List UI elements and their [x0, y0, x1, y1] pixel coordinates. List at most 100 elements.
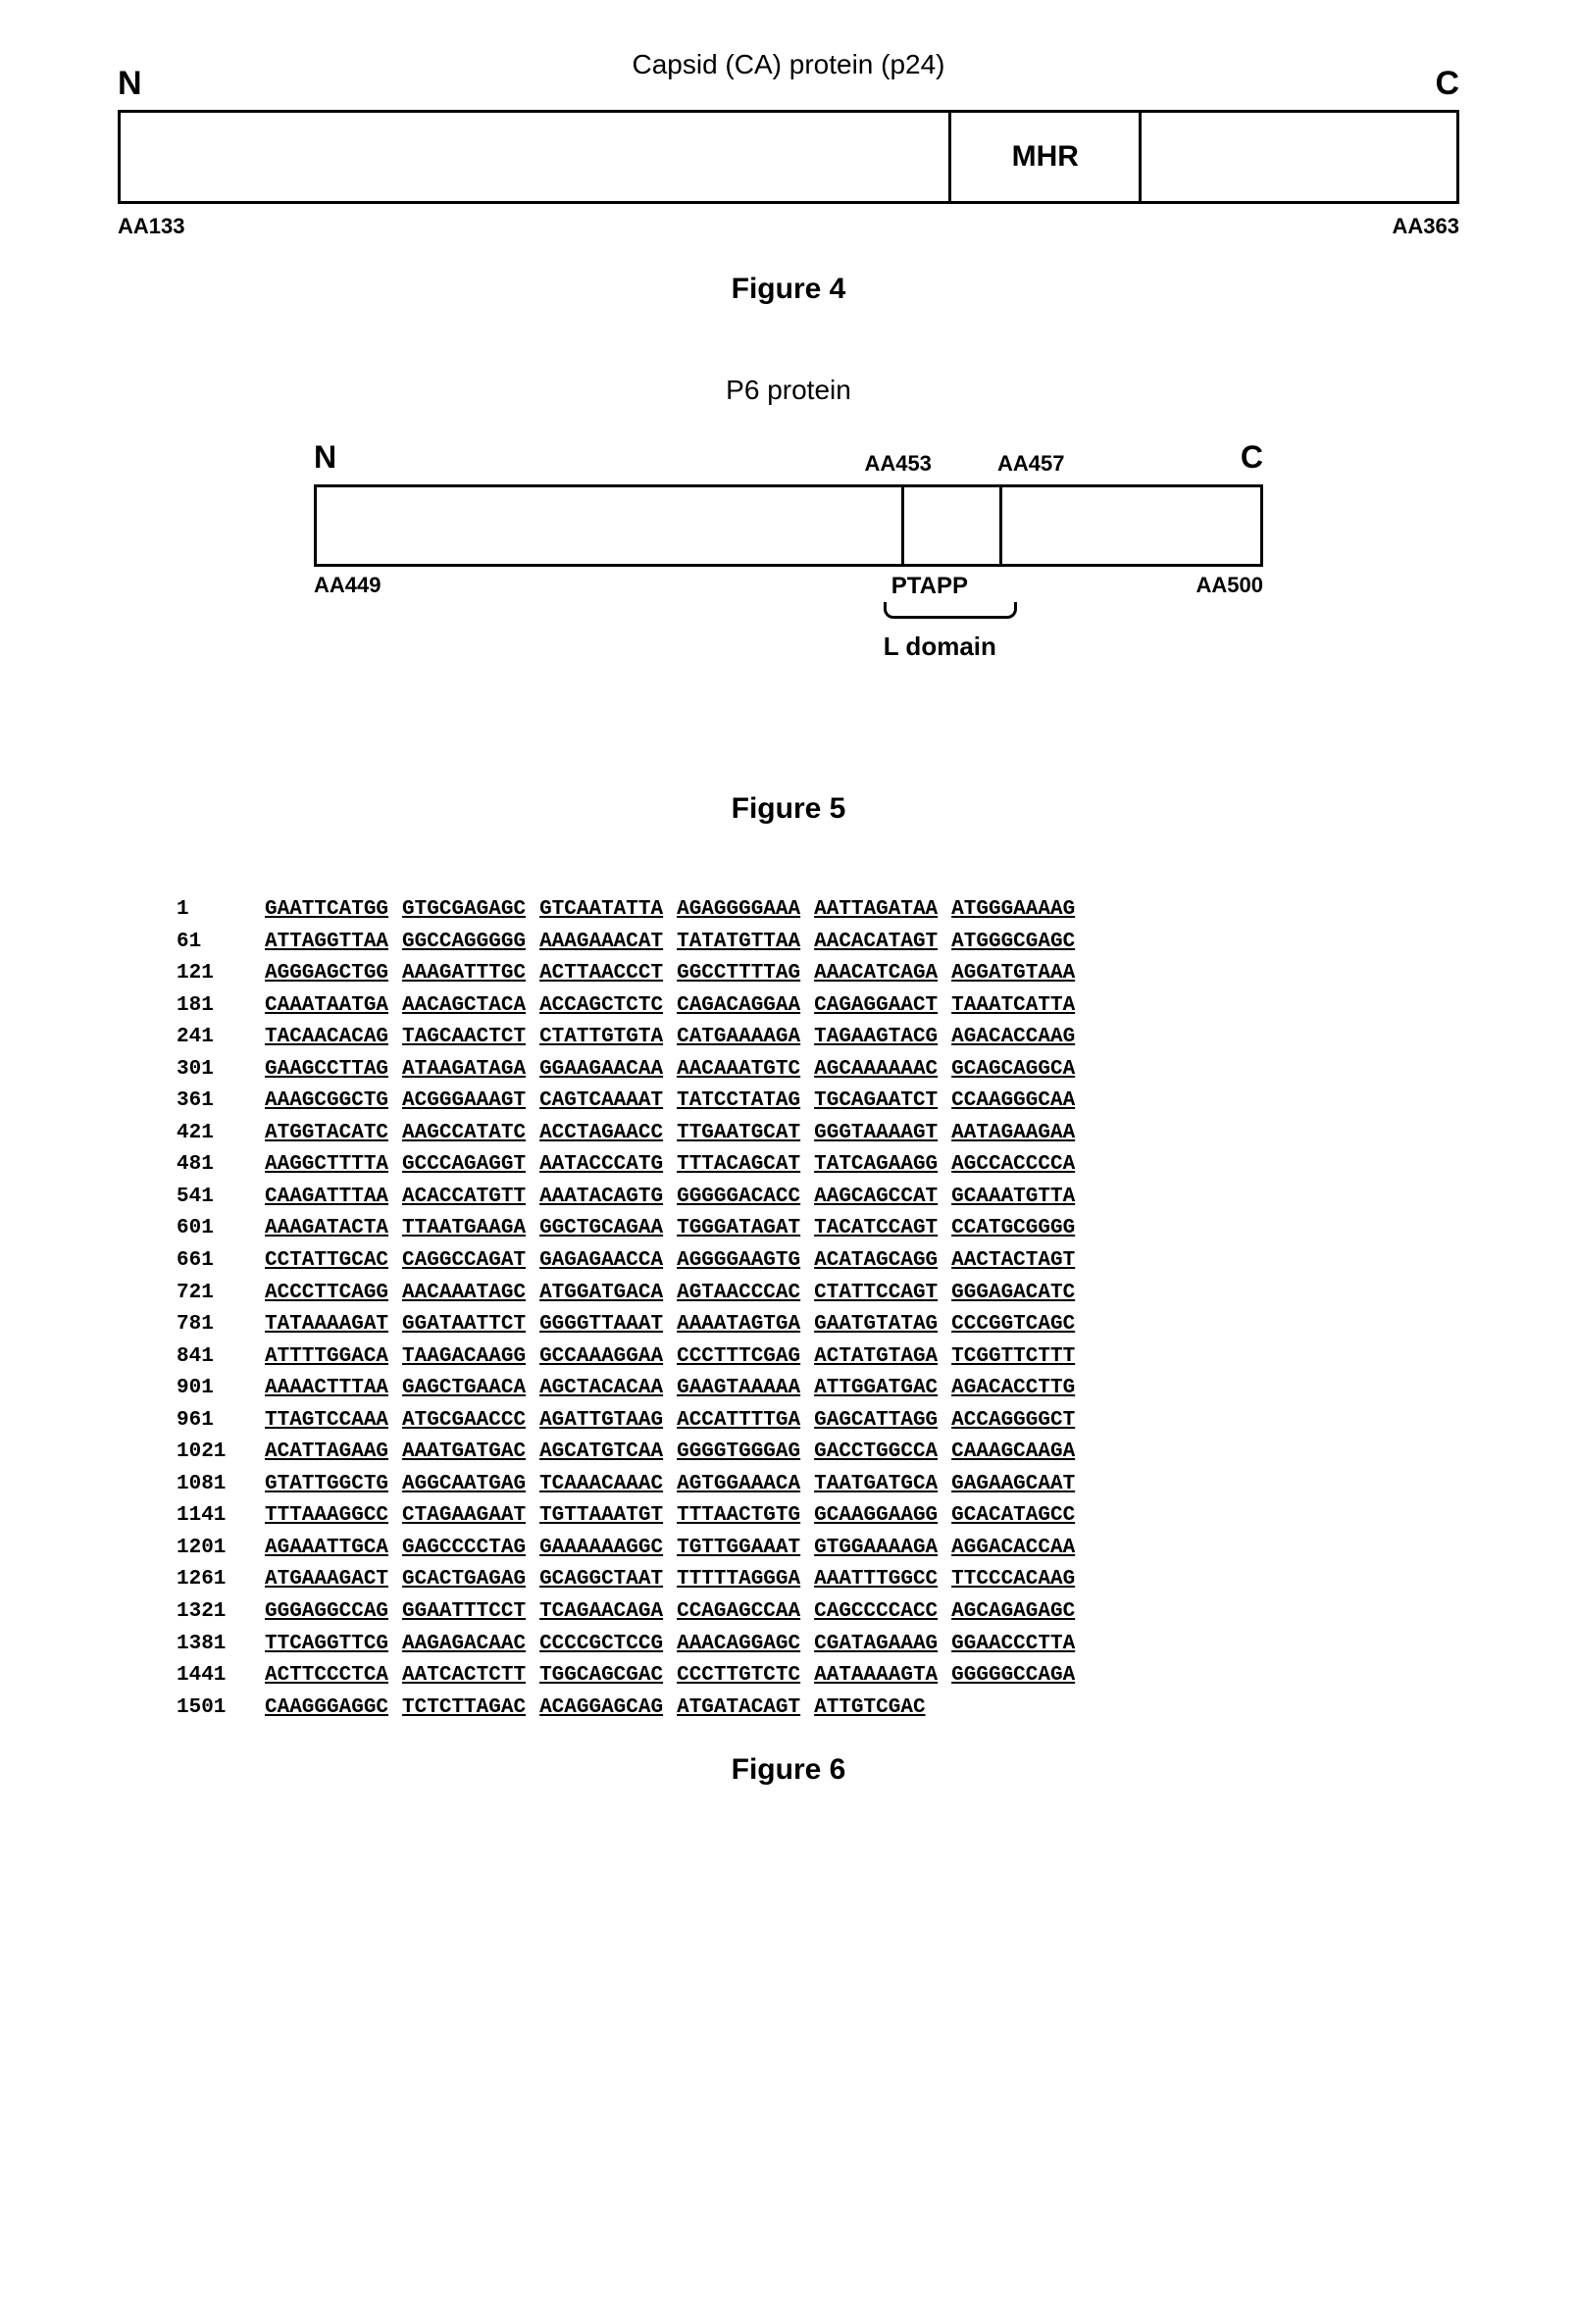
sequence-position: 961 [177, 1405, 265, 1438]
sequence-row: 721ACCCTTCAGGAACAAATAGCATGGATGACAAGTAACC… [177, 1278, 1440, 1310]
sequence-row: 1261ATGAAAGACTGCACTGAGAGGCAGGCTAATTTTTTA… [177, 1564, 1440, 1596]
fig4-bar: MHR [118, 110, 1459, 204]
fig5-ptapp: PTAPP [884, 573, 1017, 619]
sequence-group: AACAAATAGC [402, 1278, 526, 1310]
sequence-position: 241 [177, 1022, 265, 1054]
sequence-group: TCAGAACAGA [539, 1596, 663, 1629]
sequence-group: CAAATAATGA [265, 990, 388, 1023]
sequence-position: 661 [177, 1245, 265, 1278]
sequence-row: 1201AGAAATTGCAGAGCCCCTAGGAAAAAAGGCTGTTGG… [177, 1533, 1440, 1565]
sequence-group: TATCCTATAG [677, 1086, 800, 1118]
sequence-group: AAGCAGCCAT [814, 1182, 938, 1214]
sequence-group: AAACATCAGA [814, 958, 938, 990]
sequence-group: AGAGGGGAAA [677, 894, 800, 927]
fig5-ptapp-text: PTAPP [884, 573, 976, 599]
sequence-group: AGTAACCCAC [677, 1278, 800, 1310]
sequence-row: 361AAAGCGGCTGACGGGAAAGTCAGTCAAAATTATCCTA… [177, 1086, 1440, 1118]
sequence-group: AATAGAAGAA [951, 1118, 1075, 1150]
sequence-row: 241TACAACACAGTAGCAACTCTCTATTGTGTACATGAAA… [177, 1022, 1440, 1054]
sequence-group: TCAAACAAAC [539, 1469, 663, 1501]
sequence-group: GGCCAGGGGG [402, 927, 526, 959]
sequence-group: TCTCTTAGAC [402, 1692, 526, 1725]
sequence-group: GGGTAAAAGT [814, 1118, 938, 1150]
sequence-group: CCCTTGTCTC [677, 1660, 800, 1692]
sequence-group: GACCTGGCCA [814, 1437, 938, 1469]
sequence-group: TGGCAGCGAC [539, 1660, 663, 1692]
sequence-position: 301 [177, 1054, 265, 1086]
sequence-group: AGCTACACAA [539, 1373, 663, 1405]
fig4-segment-left [121, 113, 951, 201]
sequence-row: 661CCTATTGCACCAGGCCAGATGAGAGAACCAAGGGGAA… [177, 1245, 1440, 1278]
sequence-row: 781TATAAAAGATGGATAATTCTGGGGTTAAATAAAATAG… [177, 1309, 1440, 1341]
sequence-group: ATGATACAGT [677, 1692, 800, 1725]
sequence-group: GCAAGGAAGG [814, 1500, 938, 1533]
sequence-group: GAAGCCTTAG [265, 1054, 388, 1086]
sequence-group: TAGAAGTACG [814, 1022, 938, 1054]
sequence-group: TATCAGAAGG [814, 1149, 938, 1182]
fig4-caption: Figure 4 [59, 273, 1518, 306]
sequence-group: AGCATGTCAA [539, 1437, 663, 1469]
sequence-group: ATTAGGTTAA [265, 927, 388, 959]
sequence-row: 1GAATTCATGGGTGCGAGAGCGTCAATATTAAGAGGGGAA… [177, 894, 1440, 927]
sequence-group: GGGGGCCAGA [951, 1660, 1075, 1692]
sequence-group: AATACCCATG [539, 1149, 663, 1182]
sequence-group: TTCAGGTTCG [265, 1629, 388, 1661]
sequence-group: CAGTCAAAAT [539, 1086, 663, 1118]
sequence-group: TTTACAGCAT [677, 1149, 800, 1182]
sequence-group: CAAGGGAGGC [265, 1692, 388, 1725]
sequence-group: ACCTAGAACC [539, 1118, 663, 1150]
fig4-aa-start: AA133 [118, 214, 184, 239]
sequence-group: TTTAAAGGCC [265, 1500, 388, 1533]
sequence-group: TGCAGAATCT [814, 1086, 938, 1118]
sequence-group: AAAGATTTGC [402, 958, 526, 990]
sequence-group: AAGCCATATC [402, 1118, 526, 1150]
sequence-group: ATTTTGGACA [265, 1341, 388, 1374]
sequence-group: TTTAACTGTG [677, 1500, 800, 1533]
sequence-group: AGCAAAAAAC [814, 1054, 938, 1086]
sequence-group: GTATTGGCTG [265, 1469, 388, 1501]
sequence-position: 1501 [177, 1692, 265, 1725]
fig5-title: P6 protein [59, 375, 1518, 406]
sequence-group: AGGACACCAA [951, 1533, 1075, 1565]
sequence-group: AGGCAATGAG [402, 1469, 526, 1501]
fig5-ldomain-label: L domain [884, 632, 996, 662]
sequence-group: CCAAGGGCAA [951, 1086, 1075, 1118]
sequence-group: GCACATAGCC [951, 1500, 1075, 1533]
sequence-group: GGGAGACATC [951, 1278, 1075, 1310]
sequence-group: ACATAGCAGG [814, 1245, 938, 1278]
sequence-group: GGGGTTAAAT [539, 1309, 663, 1341]
sequence-group: CATGAAAAGA [677, 1022, 800, 1054]
sequence-group: GCCCAGAGGT [402, 1149, 526, 1182]
sequence-position: 1 [177, 894, 265, 927]
sequence-group: GAATTCATGG [265, 894, 388, 927]
sequence-group: CAAAGCAAGA [951, 1437, 1075, 1469]
sequence-group: GGAACCCTTA [951, 1629, 1075, 1661]
sequence-row: 61ATTAGGTTAAGGCCAGGGGGAAAGAAACATTATATGTT… [177, 927, 1440, 959]
sequence-row: 1321GGGAGGCCAGGGAATTTCCTTCAGAACAGACCAGAG… [177, 1596, 1440, 1629]
fig4-n-terminus: N [118, 65, 142, 103]
sequence-group: ATGGATGACA [539, 1278, 663, 1310]
sequence-group: ACCCTTCAGG [265, 1278, 388, 1310]
sequence-group: CCAGAGCCAA [677, 1596, 800, 1629]
sequence-group: GAGCTGAACA [402, 1373, 526, 1405]
sequence-row: 601AAAGATACTATTAATGAAGAGGCTGCAGAATGGGATA… [177, 1213, 1440, 1245]
sequence-group: AACTACTAGT [951, 1245, 1075, 1278]
sequence-group: GCACTGAGAG [402, 1564, 526, 1596]
sequence-group: GCAAATGTTA [951, 1182, 1075, 1214]
fig5-aa457-label: AA457 [997, 451, 1064, 477]
sequence-group: GTGCGAGAGC [402, 894, 526, 927]
sequence-row: 181CAAATAATGAAACAGCTACAACCAGCTCTCCAGACAG… [177, 990, 1440, 1023]
sequence-position: 121 [177, 958, 265, 990]
sequence-group: ATTGTCGAC [814, 1692, 925, 1725]
sequence-position: 1141 [177, 1500, 265, 1533]
sequence-position: 901 [177, 1373, 265, 1405]
sequence-group: AGGGAGCTGG [265, 958, 388, 990]
sequence-group: AGATTGTAAG [539, 1405, 663, 1438]
sequence-group: TAGCAACTCT [402, 1022, 526, 1054]
sequence-group: AACACATAGT [814, 927, 938, 959]
sequence-group: TTCCCACAAG [951, 1564, 1075, 1596]
sequence-position: 541 [177, 1182, 265, 1214]
sequence-group: AGCCACCCCA [951, 1149, 1075, 1182]
fig6-sequence-block: 1GAATTCATGGGTGCGAGAGCGTCAATATTAAGAGGGGAA… [177, 894, 1440, 1724]
sequence-group: TACAACACAG [265, 1022, 388, 1054]
